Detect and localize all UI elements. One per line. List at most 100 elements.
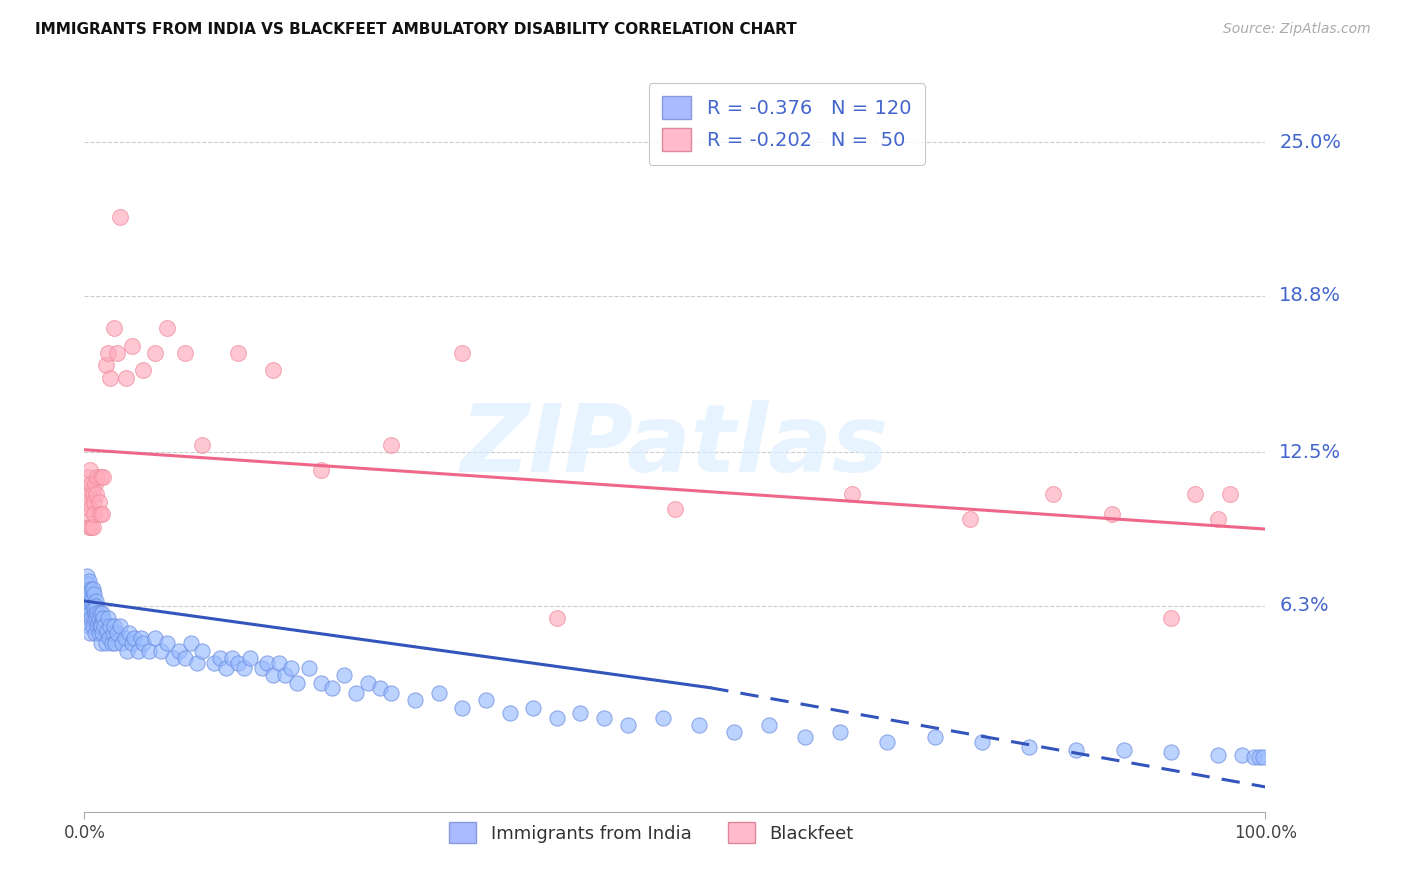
Point <box>114 631 136 645</box>
Point <box>132 363 155 377</box>
Point <box>1101 507 1123 521</box>
Point <box>84 477 107 491</box>
Point <box>114 371 136 385</box>
Point <box>250 661 273 675</box>
Point <box>143 346 166 360</box>
Point <box>79 502 101 516</box>
Point <box>84 487 107 501</box>
Point <box>82 582 104 596</box>
Point <box>94 359 117 373</box>
Point <box>723 725 745 739</box>
Point <box>368 681 391 695</box>
Text: 6.3%: 6.3% <box>1279 597 1329 615</box>
Point <box>107 346 129 360</box>
Point <box>90 470 112 484</box>
Point <box>121 338 143 352</box>
Point <box>593 710 616 724</box>
Point <box>76 586 98 600</box>
Point <box>83 601 105 615</box>
Point <box>77 519 100 533</box>
Point <box>115 643 138 657</box>
Point <box>309 675 332 690</box>
Point <box>256 656 278 670</box>
Point <box>1230 747 1253 762</box>
Point <box>76 607 98 621</box>
Point <box>451 700 474 714</box>
Point <box>87 626 110 640</box>
Point <box>262 668 284 682</box>
Point <box>427 686 450 700</box>
Point <box>143 631 166 645</box>
Point <box>79 462 101 476</box>
Point <box>191 643 214 657</box>
Point <box>100 636 122 650</box>
Point <box>77 487 100 501</box>
Point <box>101 626 124 640</box>
Point <box>1160 611 1182 625</box>
Point <box>664 502 686 516</box>
Point <box>221 651 243 665</box>
Point <box>652 710 675 724</box>
Text: 18.8%: 18.8% <box>1279 286 1341 305</box>
Point <box>1206 747 1229 762</box>
Point <box>333 668 356 682</box>
Point <box>688 718 710 732</box>
Point <box>202 656 225 670</box>
Point <box>80 519 103 533</box>
Point <box>87 611 110 625</box>
Point <box>80 611 103 625</box>
Point <box>546 611 568 625</box>
Point <box>209 651 232 665</box>
Point <box>132 636 155 650</box>
Point <box>79 586 101 600</box>
Point <box>96 624 118 638</box>
Point <box>98 631 121 645</box>
Point <box>77 576 100 591</box>
Point <box>84 626 107 640</box>
Point <box>77 507 100 521</box>
Point <box>180 636 202 650</box>
Point <box>82 599 104 613</box>
Point <box>90 619 112 633</box>
Point <box>108 210 131 224</box>
Point <box>841 487 863 501</box>
Point <box>93 619 115 633</box>
Point <box>76 569 98 583</box>
Point <box>616 718 638 732</box>
Point <box>91 507 114 521</box>
Text: Source: ZipAtlas.com: Source: ZipAtlas.com <box>1223 22 1371 37</box>
Point <box>118 626 141 640</box>
Point <box>97 346 120 360</box>
Point <box>98 619 121 633</box>
Point <box>89 507 111 521</box>
Point <box>79 626 101 640</box>
Point <box>380 686 402 700</box>
Point <box>321 681 343 695</box>
Point <box>451 346 474 360</box>
Point <box>80 582 103 596</box>
Point <box>111 636 134 650</box>
Point <box>87 495 110 509</box>
Point <box>91 626 114 640</box>
Point <box>274 668 297 682</box>
Point <box>77 619 100 633</box>
Point <box>758 718 780 732</box>
Point <box>77 611 100 625</box>
Point <box>404 693 426 707</box>
Point <box>122 631 145 645</box>
Point <box>138 643 160 657</box>
Point <box>80 477 103 491</box>
Point <box>84 607 107 621</box>
Point <box>186 656 208 670</box>
Point <box>1112 743 1135 757</box>
Point <box>80 594 103 608</box>
Point <box>79 607 101 621</box>
Point <box>83 495 105 509</box>
Point <box>94 636 117 650</box>
Text: ZIPatlas: ZIPatlas <box>461 400 889 492</box>
Point <box>84 594 107 608</box>
Point <box>239 651 262 665</box>
Point <box>77 586 100 600</box>
Point <box>498 706 520 720</box>
Point <box>285 675 308 690</box>
